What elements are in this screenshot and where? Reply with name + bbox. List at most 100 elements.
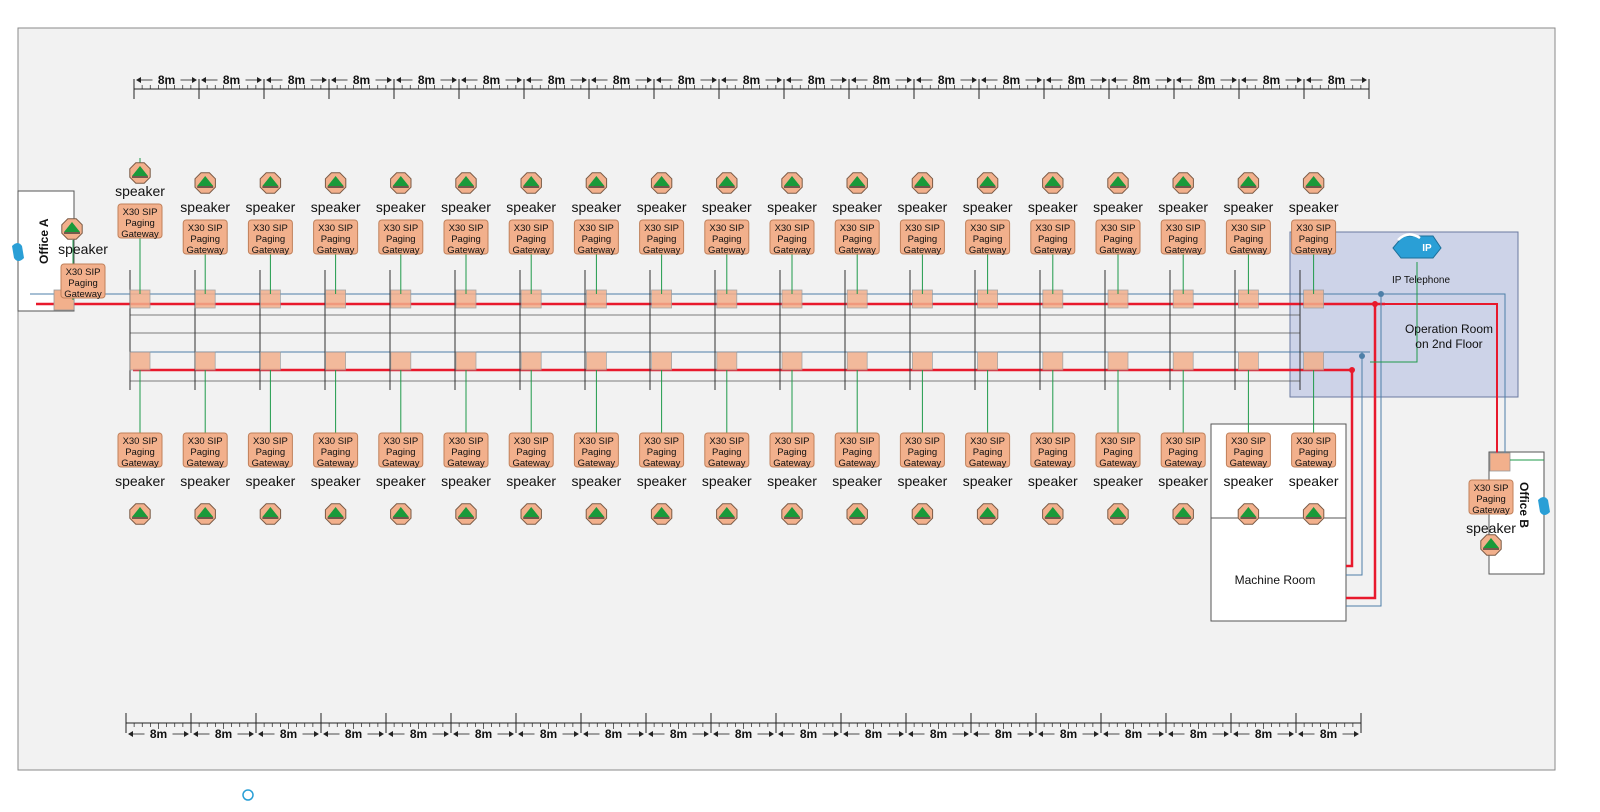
- gateway-label: Gateway: [512, 458, 550, 469]
- gateway-label: Gateway: [773, 458, 811, 469]
- speaker-bottom: [976, 503, 999, 525]
- speaker-label-bottom: speaker: [180, 473, 230, 489]
- scale-arrow-left-icon: [201, 77, 206, 83]
- speaker-label-office-b: speaker: [1466, 520, 1516, 536]
- speaker-triangle-icon: [64, 222, 80, 232]
- speaker-bottom: [846, 503, 868, 525]
- scale-arrow-left-icon: [1298, 731, 1303, 737]
- gateway-label: Paging: [321, 234, 351, 245]
- speaker-label-bottom: speaker: [702, 473, 752, 489]
- speaker-bottom: [455, 503, 477, 525]
- gateway-box: [573, 219, 619, 255]
- bus-line-blue: [1346, 294, 1382, 607]
- scale-label: 8m: [540, 727, 557, 741]
- speaker-label-top: speaker: [571, 199, 621, 215]
- gateway-box: [573, 432, 619, 468]
- scale-label: 8m: [1003, 73, 1020, 87]
- gateway-label: X30 SIP: [318, 436, 353, 447]
- speaker-label-bottom: speaker: [506, 473, 556, 489]
- junction-dot: [1359, 353, 1365, 359]
- gateway-label: Paging: [712, 234, 742, 245]
- speaker-triangle-icon: [1110, 507, 1126, 517]
- scale-arrow-right-icon: [1354, 731, 1359, 737]
- gateway-label: Gateway: [1164, 245, 1202, 256]
- scale-arrow-right-icon: [964, 731, 969, 737]
- speaker-triangle-icon: [784, 176, 800, 186]
- scale-label: 8m: [938, 73, 955, 87]
- speaker-label-bottom: speaker: [637, 473, 687, 489]
- gateway-box: [1160, 432, 1206, 468]
- speaker-label-bottom: speaker: [767, 473, 817, 489]
- gateway-label: Paging: [516, 447, 546, 458]
- gateway-box: [899, 219, 945, 255]
- scale-label: 8m: [150, 727, 167, 741]
- scale-arrow-left-icon: [973, 731, 978, 737]
- gateway-label: X30 SIP: [970, 223, 1005, 234]
- gateway-box: [639, 219, 685, 255]
- scale-arrow-left-icon: [453, 731, 458, 737]
- gateway-box: [769, 432, 815, 468]
- scale-label: 8m: [418, 73, 435, 87]
- scale-arrow-left-icon: [656, 77, 661, 83]
- gateway-label: Gateway: [64, 289, 102, 300]
- gateway-label: X30 SIP: [709, 223, 744, 234]
- speaker-triangle-icon: [523, 507, 540, 517]
- scale-label: 8m: [475, 727, 492, 741]
- scale-label: 8m: [1125, 727, 1142, 741]
- decorative-blue-dot: [242, 789, 254, 801]
- speaker-triangle-icon: [1483, 538, 1499, 548]
- gateway-box: [769, 219, 815, 255]
- gateway-box: [508, 432, 554, 468]
- gateway-label: Paging: [777, 447, 807, 458]
- gateway-label: Paging: [125, 218, 155, 229]
- power-line-red: [1375, 303, 1498, 455]
- scale-label: 8m: [1068, 73, 1085, 87]
- speaker-top: [781, 172, 803, 194]
- scale-arrow-left-icon: [1241, 77, 1246, 83]
- speaker-label-bottom: speaker: [571, 473, 621, 489]
- bus-junction-box: [129, 351, 151, 371]
- speaker-bottom: [129, 503, 151, 525]
- scale-arrow-right-icon: [1297, 77, 1302, 83]
- speaker-label-bottom: speaker: [1028, 473, 1078, 489]
- scale-arrow-right-icon: [1029, 731, 1034, 737]
- gateway-label: Gateway: [904, 458, 942, 469]
- speaker-label-top: speaker: [1289, 199, 1339, 215]
- scale-arrow-right-icon: [639, 731, 644, 737]
- scale-arrow-left-icon: [323, 731, 328, 737]
- gateway-box: [1030, 219, 1076, 255]
- gateway-label: Gateway: [838, 245, 876, 256]
- gateway-label: X30 SIP: [1231, 223, 1266, 234]
- scale-label: 8m: [808, 73, 825, 87]
- gateway-box: [117, 203, 163, 239]
- gateway-box: [899, 432, 945, 468]
- machine-room-inner: [1210, 517, 1347, 622]
- scale-arrow-left-icon: [331, 77, 336, 83]
- gateway-label: X30 SIP: [1035, 223, 1070, 234]
- gateway-label: Gateway: [447, 458, 485, 469]
- scale-label: 8m: [930, 727, 947, 741]
- speaker-top: [324, 172, 347, 194]
- speaker-triangle-icon: [588, 507, 605, 517]
- scale-label: 8m: [345, 727, 362, 741]
- gateway-box: [1225, 219, 1271, 255]
- speaker-label-bottom: speaker: [115, 473, 165, 489]
- gateway-label: X30 SIP: [383, 223, 418, 234]
- scale-arrow-left-icon: [1103, 731, 1108, 737]
- speaker-triangle-icon: [392, 176, 409, 186]
- bus-junction-box: [1172, 351, 1194, 371]
- gateway-label: Gateway: [643, 245, 681, 256]
- office-b-junction-box: [1489, 452, 1511, 472]
- scale-arrow-left-icon: [1111, 77, 1116, 83]
- speaker-top: [1302, 172, 1325, 194]
